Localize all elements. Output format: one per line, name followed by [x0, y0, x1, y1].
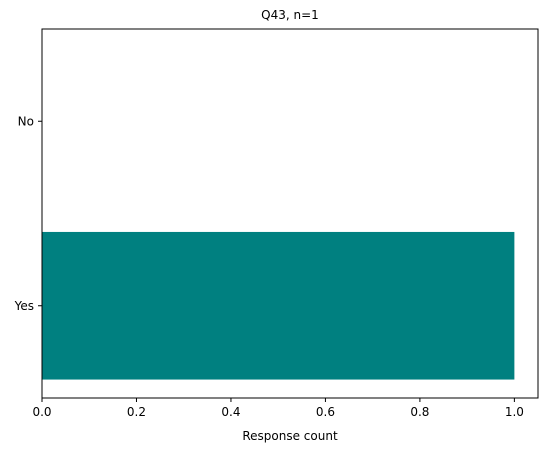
x-tick-label-0: 0.0: [32, 405, 51, 419]
chart-title: Q43, n=1: [261, 8, 319, 22]
y-tick-label-yes: Yes: [14, 299, 34, 313]
plot-frame: [41, 28, 539, 399]
x-tick-label-5: 1.0: [505, 405, 524, 419]
x-tick-label-3: 0.6: [316, 405, 335, 419]
x-ticks-group: 0.0 0.2 0.4 0.6 0.8 1.0: [32, 398, 524, 419]
x-tick-label-1: 0.2: [127, 405, 146, 419]
x-tick-label-4: 0.8: [410, 405, 429, 419]
y-ticks-group: Yes No: [14, 114, 42, 313]
bar-yes: [42, 231, 515, 380]
bars-group: [42, 231, 515, 380]
x-tick-label-2: 0.4: [221, 405, 240, 419]
x-axis-label: Response count: [242, 429, 338, 443]
y-tick-label-no: No: [18, 114, 34, 128]
